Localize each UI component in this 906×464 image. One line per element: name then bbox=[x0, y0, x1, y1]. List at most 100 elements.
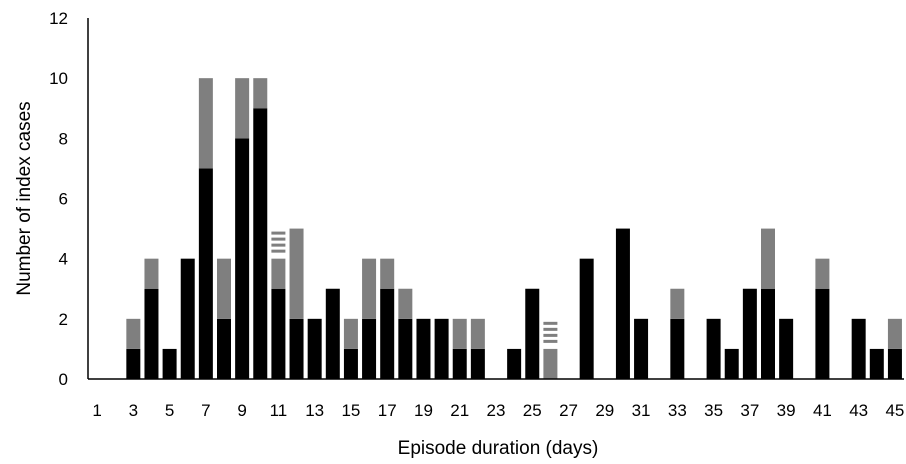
bar-dash bbox=[271, 249, 286, 253]
bar-segment bbox=[362, 258, 377, 319]
x-tick-label: 7 bbox=[201, 401, 210, 420]
bar-segment bbox=[217, 258, 231, 319]
bar-fill bbox=[742, 288, 757, 379]
bar-segment bbox=[670, 318, 685, 379]
bar-fill bbox=[289, 318, 304, 379]
bar-fill bbox=[434, 318, 449, 379]
bar-fill bbox=[779, 318, 794, 379]
x-tick-label: 33 bbox=[668, 401, 687, 420]
y-tick-label: 4 bbox=[59, 250, 68, 269]
bar-fill bbox=[271, 288, 286, 379]
bar-segment bbox=[779, 318, 794, 379]
bar-fill bbox=[452, 348, 467, 379]
x-tick-label: 21 bbox=[450, 401, 469, 420]
bar-fill bbox=[380, 258, 395, 289]
bar-segment bbox=[851, 318, 866, 379]
bar-segment bbox=[235, 138, 250, 379]
bar-dash bbox=[543, 321, 558, 325]
bar-segment bbox=[579, 258, 594, 379]
x-tick-label: 31 bbox=[632, 401, 651, 420]
x-tick-label: 23 bbox=[487, 401, 506, 420]
x-tick-label: 5 bbox=[165, 401, 174, 420]
x-tick-label: 19 bbox=[414, 401, 433, 420]
bar-fill bbox=[887, 318, 902, 349]
bar-segment bbox=[380, 258, 395, 289]
bar-fill bbox=[253, 78, 268, 109]
bar-segment bbox=[525, 288, 540, 379]
bar-fill bbox=[217, 258, 231, 319]
bar-fill bbox=[198, 168, 213, 379]
bar-dash bbox=[543, 327, 558, 331]
bar-segment bbox=[761, 228, 775, 289]
bar-fill bbox=[470, 348, 485, 379]
bar-segment bbox=[271, 288, 286, 379]
bar-segment bbox=[452, 318, 467, 349]
x-tick-label: 11 bbox=[270, 401, 288, 420]
y-tick-label: 10 bbox=[49, 69, 68, 88]
bar-fill bbox=[325, 288, 340, 379]
bar-fill bbox=[198, 78, 213, 169]
bar-fill bbox=[235, 138, 250, 379]
bar-segment bbox=[507, 348, 522, 379]
x-tick-label: 41 bbox=[813, 401, 832, 420]
x-tick-label: 27 bbox=[559, 401, 578, 420]
bar-segment bbox=[144, 288, 159, 379]
bar-segment bbox=[670, 288, 685, 319]
bar-fill bbox=[126, 318, 141, 349]
bar-fill bbox=[887, 348, 902, 379]
x-tick-label: 15 bbox=[341, 401, 360, 420]
bar-segment bbox=[634, 318, 649, 379]
bar-segment bbox=[887, 318, 902, 349]
bar-segment bbox=[543, 321, 558, 343]
bar-fill bbox=[724, 348, 739, 379]
bar-fill bbox=[217, 318, 231, 379]
bar-fill bbox=[507, 348, 522, 379]
bar-segment bbox=[343, 318, 358, 349]
bar-fill bbox=[362, 258, 377, 319]
x-tick-label: 13 bbox=[305, 401, 324, 420]
bar-segment bbox=[325, 288, 340, 379]
bar-dash bbox=[271, 231, 286, 235]
bar-segment bbox=[706, 318, 721, 379]
bar-segment bbox=[398, 318, 413, 379]
y-tick-label: 12 bbox=[49, 9, 68, 28]
bar-fill bbox=[579, 258, 594, 379]
bar-fill bbox=[362, 318, 377, 379]
bar-fill bbox=[398, 318, 413, 379]
bar-fill bbox=[343, 318, 358, 349]
bar-segment bbox=[742, 288, 757, 379]
x-tick-label: 37 bbox=[740, 401, 759, 420]
bar-segment bbox=[398, 288, 413, 319]
bar-segment bbox=[470, 348, 485, 379]
x-tick-label: 45 bbox=[885, 401, 904, 420]
bar-fill bbox=[706, 318, 721, 379]
bar-fill bbox=[670, 288, 685, 319]
bar-segment bbox=[198, 78, 213, 169]
bar-fill bbox=[815, 288, 830, 379]
x-tick-label: 17 bbox=[378, 401, 397, 420]
x-tick-label: 25 bbox=[523, 401, 542, 420]
x-tick-label: 29 bbox=[595, 401, 614, 420]
bar-fill bbox=[851, 318, 866, 379]
x-tick-label: 3 bbox=[129, 401, 138, 420]
bar-segment bbox=[452, 348, 467, 379]
bar-segment bbox=[416, 318, 431, 379]
bar-segment bbox=[289, 228, 304, 319]
bar-fill bbox=[869, 348, 884, 379]
bar-fill bbox=[380, 288, 395, 379]
bar-segment bbox=[162, 348, 177, 379]
bar-segment bbox=[271, 258, 286, 289]
bar-segment bbox=[253, 78, 268, 109]
bar-segment bbox=[126, 348, 141, 379]
bar-dash bbox=[271, 237, 286, 241]
bar-fill bbox=[271, 258, 286, 289]
x-axis-title: Episode duration (days) bbox=[398, 438, 599, 459]
bar-fill bbox=[162, 348, 177, 379]
bar-segment bbox=[253, 108, 268, 379]
x-tick-label: 39 bbox=[777, 401, 796, 420]
bar-segment bbox=[815, 288, 830, 379]
bar-fill bbox=[815, 258, 830, 289]
bar-fill bbox=[307, 318, 322, 379]
y-tick-label: 2 bbox=[59, 310, 68, 329]
